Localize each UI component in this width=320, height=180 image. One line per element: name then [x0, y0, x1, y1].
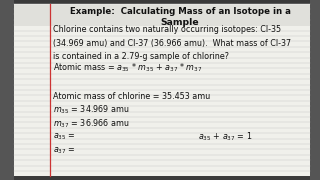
Text: Example:  Calculating Mass of an Isotope in a: Example: Calculating Mass of an Isotope … — [69, 7, 291, 16]
Text: $m_{35}$ = 34.969 amu: $m_{35}$ = 34.969 amu — [53, 103, 129, 116]
Bar — [310, 0, 320, 180]
Text: Chlorine contains two naturally occurring isotopes: Cl-35: Chlorine contains two naturally occurrin… — [53, 25, 281, 34]
Text: $a_{37}$ =: $a_{37}$ = — [53, 145, 76, 156]
Text: $m_{37}$ = 36.966 amu: $m_{37}$ = 36.966 amu — [53, 117, 129, 130]
Text: $a_{35}$ + $a_{37}$ = 1: $a_{35}$ + $a_{37}$ = 1 — [198, 130, 253, 143]
Bar — [0, 0, 14, 180]
Text: Atomic mass of chlorine = 35.453 amu: Atomic mass of chlorine = 35.453 amu — [53, 92, 210, 101]
Text: $a_{35}$ =: $a_{35}$ = — [53, 132, 76, 142]
Text: Atomic mass = $a_{35}$ * $m_{35}$ + $a_{37}$ * $m_{37}$: Atomic mass = $a_{35}$ * $m_{35}$ + $a_{… — [53, 61, 202, 74]
Text: (34.969 amu) and Cl-37 (36.966 amu).  What mass of Cl-37: (34.969 amu) and Cl-37 (36.966 amu). Wha… — [53, 39, 291, 48]
Text: is contained in a 2.79-g sample of chlorine?: is contained in a 2.79-g sample of chlor… — [53, 52, 229, 61]
Text: Sample: Sample — [161, 18, 199, 27]
Bar — [14, 5, 310, 26]
